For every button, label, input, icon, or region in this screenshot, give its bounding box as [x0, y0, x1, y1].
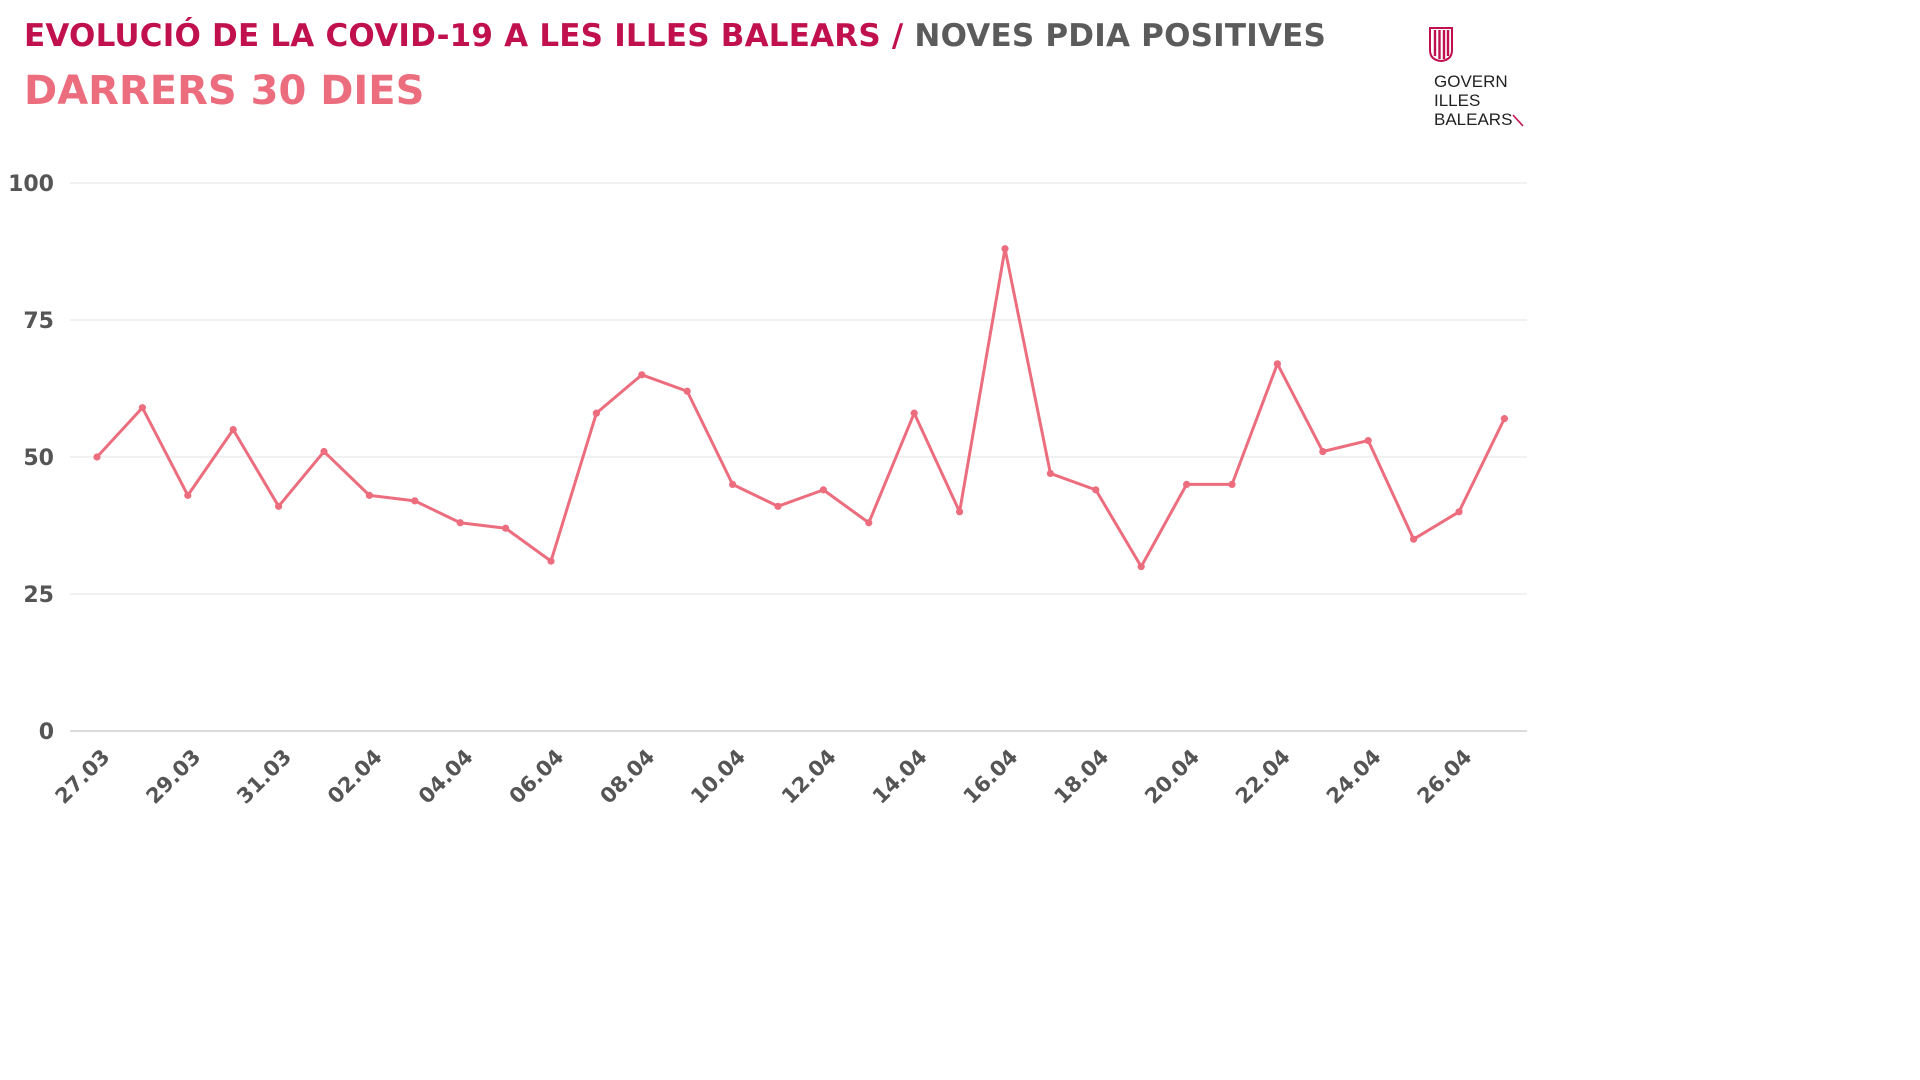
data-point-01.04: [320, 447, 328, 456]
y-tick-label-100: 100: [8, 172, 54, 197]
y-tick-label-25: 25: [23, 583, 54, 608]
data-point-30.03: [229, 426, 237, 434]
title-main: EVOLUCIÓ DE LA COVID-19 A LES ILLES BALE…: [24, 18, 881, 54]
balearic-government-emblem-icon: [1429, 27, 1453, 62]
title-secondary: NOVES PDIA POSITIVES: [914, 18, 1327, 54]
data-point-24.04: [1364, 436, 1372, 445]
x-tick-label-24.04: 24.04: [1322, 745, 1386, 809]
data-point-09.04: [683, 387, 691, 395]
x-tick-label-18.04: 18.04: [1049, 745, 1113, 809]
y-tick-label-50: 50: [23, 446, 54, 471]
data-point-31.03: [275, 502, 283, 510]
data-point-25.04: [1410, 535, 1418, 543]
x-tick-label-02.04: 02.04: [323, 745, 387, 809]
data-point-23.04: [1319, 447, 1327, 456]
y-tick-label-75: 75: [23, 309, 54, 334]
x-tick-label-12.04: 12.04: [777, 745, 841, 809]
y-axis-tick-labels: 0 25 50 75 100: [8, 172, 54, 745]
data-point-12.04: [819, 486, 828, 494]
data-point-15.04: [956, 508, 964, 516]
data-point-28.03: [138, 404, 146, 412]
data-point-27.04: [1500, 415, 1508, 423]
x-tick-label-06.04: 06.04: [505, 745, 569, 809]
data-point-06.04: [547, 557, 555, 565]
y-tick-label-0: 0: [39, 720, 54, 745]
data-point-27.03: [93, 453, 101, 461]
x-tick-label-29.03: 29.03: [141, 745, 205, 809]
data-point-22.04: [1273, 360, 1281, 368]
x-tick-label-08.04: 08.04: [595, 745, 659, 809]
line-chart: 0 25 50 75 100 27.03 29.03 31.03 02.04 04.04 06.0…: [8, 172, 1527, 809]
x-tick-label-10.04: 10.04: [686, 745, 750, 809]
data-point-19.04: [1137, 563, 1145, 571]
data-point-04.04: [456, 519, 464, 527]
logo-line-1: GOVERN: [1434, 72, 1508, 91]
data-point-02.04: [365, 491, 373, 499]
title-separator: /: [891, 18, 904, 54]
logo-slash-icon: [1512, 114, 1525, 127]
data-point-20.04: [1183, 480, 1191, 488]
logo-text: GOVERN ILLES BALEARS: [1434, 72, 1525, 129]
x-tick-label-20.04: 20.04: [1140, 745, 1204, 809]
data-point-08.04: [638, 371, 646, 379]
data-point-05.04: [502, 524, 510, 532]
logo-line-2: ILLES: [1434, 91, 1481, 110]
chart-subtitle: DARRERS 30 DIES: [24, 68, 425, 114]
data-point-26.04: [1455, 508, 1463, 516]
x-tick-label-16.04: 16.04: [959, 745, 1023, 809]
series-line-0: [95, 247, 1506, 569]
grid-lines: [70, 182, 1527, 732]
x-tick-label-26.04: 26.04: [1413, 745, 1477, 809]
data-point-16.04: [1001, 245, 1009, 253]
data-point-11.04: [774, 502, 782, 510]
data-point-07.04: [592, 409, 601, 417]
logo-line-3: BALEARS: [1434, 110, 1525, 129]
chart-title: EVOLUCIÓ DE LA COVID-19 A LES ILLES BALE…: [24, 18, 1326, 54]
x-tick-label-14.04: 14.04: [868, 745, 932, 809]
x-tick-label-04.04: 04.04: [414, 745, 478, 809]
logo-line-3-text: BALEARS: [1434, 110, 1513, 129]
data-point-29.03: [184, 491, 192, 499]
govern-illes-balears-logo: GOVERN ILLES BALEARS: [1425, 26, 1535, 136]
data-point-10.04: [729, 480, 737, 488]
series-layer: [93, 245, 1508, 571]
data-point-21.04: [1228, 480, 1236, 488]
x-tick-label-27.03: 27.03: [51, 745, 115, 809]
x-axis-tick-labels: 27.03 29.03 31.03 02.04 04.04 06.04 08.04 10.04…: [51, 745, 1477, 809]
data-point-18.04: [1092, 486, 1100, 494]
data-point-14.04: [910, 409, 918, 417]
data-point-03.04: [411, 497, 419, 505]
x-tick-label-22.04: 22.04: [1231, 745, 1295, 809]
x-tick-label-31.03: 31.03: [232, 745, 296, 809]
data-point-13.04: [865, 519, 873, 527]
data-point-17.04: [1046, 469, 1054, 478]
